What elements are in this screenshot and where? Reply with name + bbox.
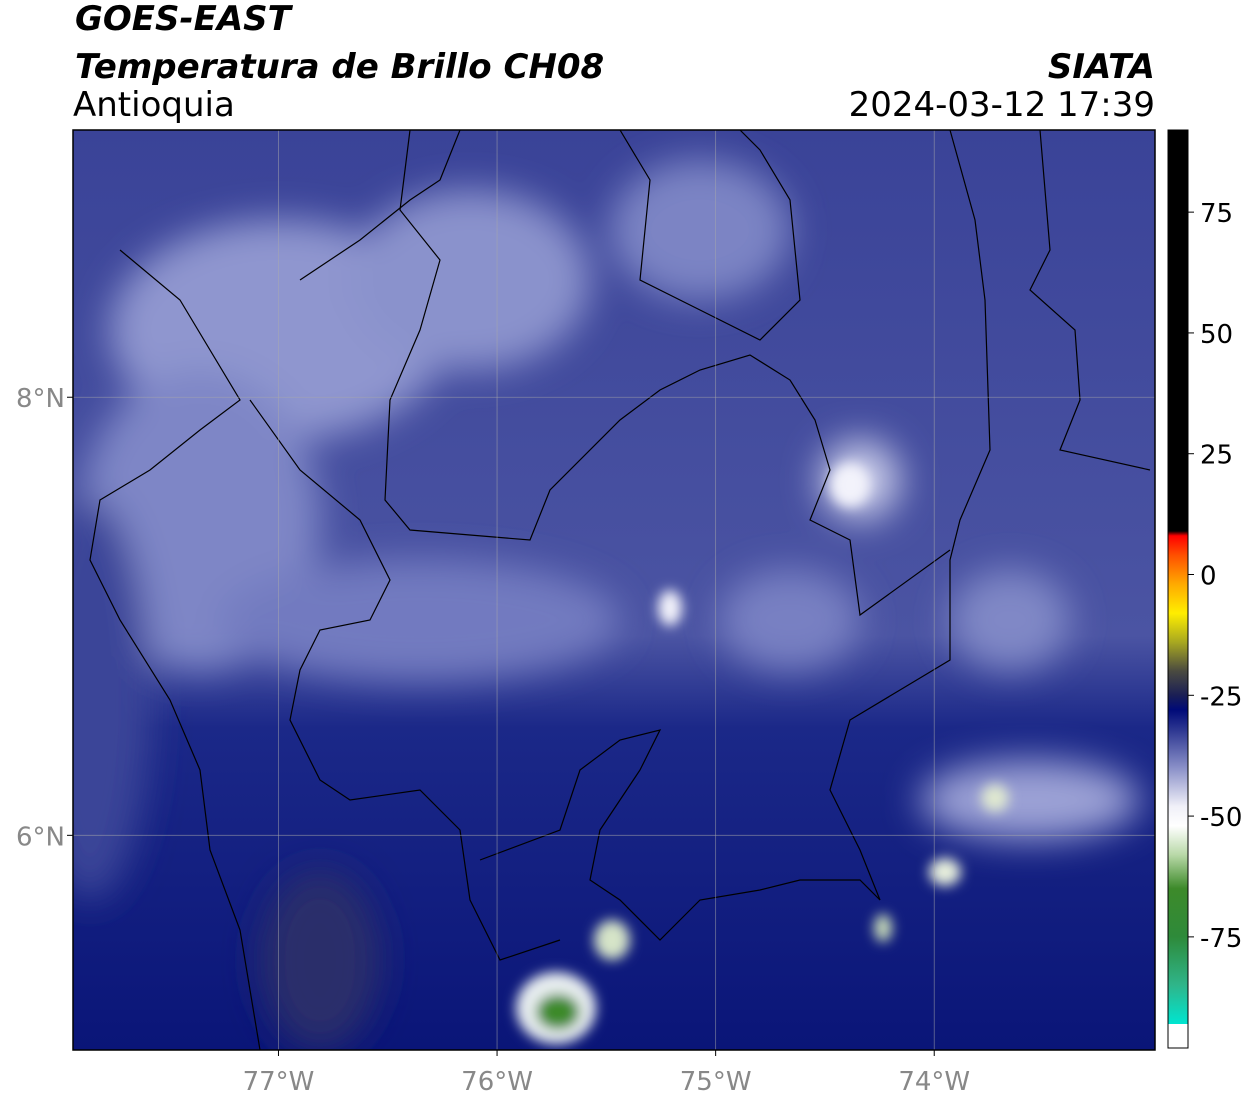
satellite-image: [73, 130, 1155, 1050]
x-tick-label: 77°W: [243, 1067, 315, 1097]
colorbar-tick-label: 25: [1200, 441, 1233, 471]
borders: [89, 130, 1151, 1050]
map-frame: [72, 129, 1156, 1051]
x-tick-label: 75°W: [680, 1067, 752, 1097]
grid: [73, 130, 1155, 1050]
title: GOES-EAST: [75, 0, 294, 39]
y-tick-label: 8°N: [16, 384, 65, 414]
colorbar-tick-label: 0: [1200, 562, 1217, 592]
source: SIATA: [1048, 47, 1155, 87]
x-tick-label: 74°W: [898, 1067, 970, 1097]
region: Antioquia: [73, 85, 235, 125]
x-tick-label: 76°W: [461, 1067, 533, 1097]
colorbar-tick-label: 75: [1200, 199, 1233, 229]
colorbar: [1167, 129, 1189, 1049]
y-tick-label: 6°N: [16, 822, 65, 852]
datetime: 2024-03-12 17:39: [849, 85, 1155, 125]
convective-cells: [516, 463, 1009, 1044]
colorbar-tick-label: -25: [1200, 682, 1242, 712]
colorbar-tick-label: -50: [1200, 803, 1242, 833]
colorbar-tick-label: -75: [1200, 924, 1242, 954]
cloud-fields: [73, 160, 1140, 1050]
colorbar-tick-label: 50: [1200, 320, 1233, 350]
subtitle: Temperatura de Brillo CH08: [75, 47, 604, 87]
